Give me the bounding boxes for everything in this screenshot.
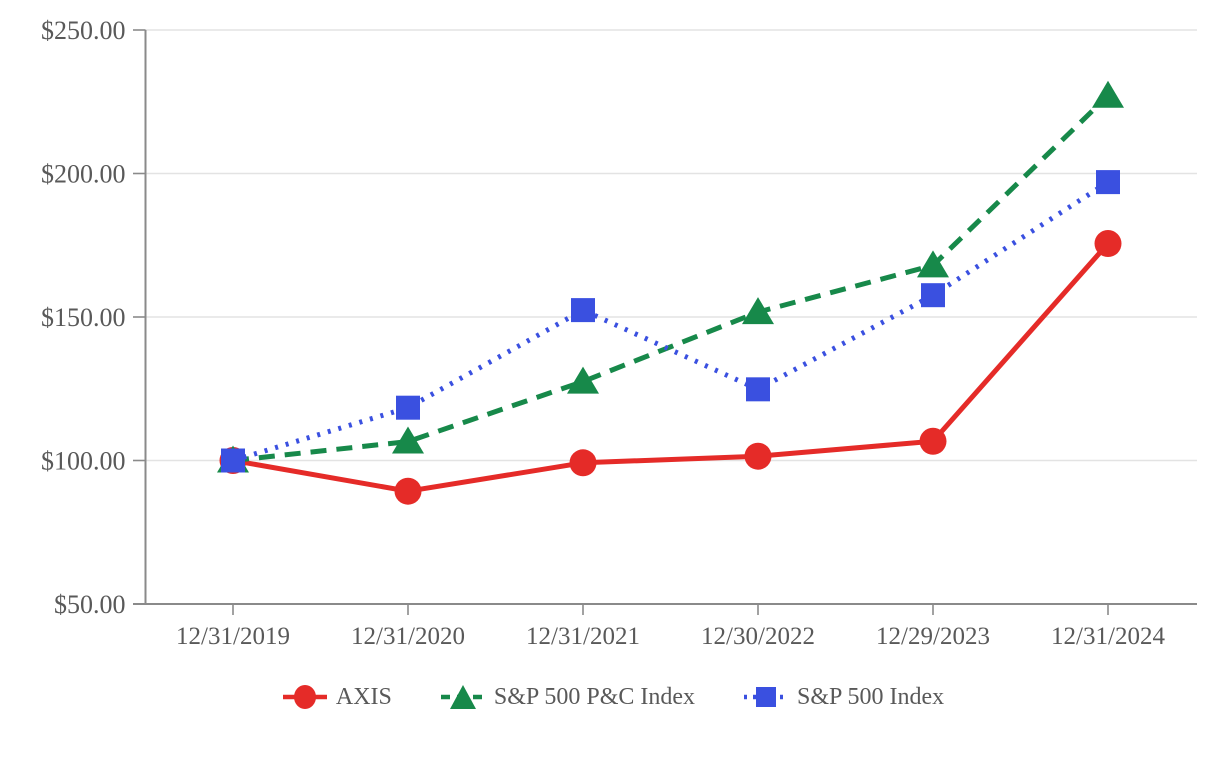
x-axis-label: 12/31/2019 bbox=[176, 623, 290, 650]
s-p-500-p-c-index-data-point bbox=[392, 426, 424, 454]
s-p-500-index-data-point bbox=[1096, 170, 1120, 195]
x-axis-label: 12/31/2020 bbox=[351, 623, 465, 650]
s-p-500-p-c-index-data-point bbox=[917, 250, 949, 278]
sp500-pc-series-marker-icon bbox=[440, 685, 485, 709]
y-axis-label: $150.00 bbox=[41, 303, 126, 332]
legend-item-sp500-index: S&P 500 Index bbox=[743, 682, 944, 712]
axis-data-point bbox=[569, 449, 597, 477]
legend-label-sp500-index: S&P 500 Index bbox=[797, 683, 945, 710]
s-p-500-index-data-point bbox=[921, 283, 945, 308]
s-p-500-p-c-index-series-line bbox=[232, 93, 1110, 463]
legend-label-axis: AXIS bbox=[335, 683, 392, 710]
axis-data-point bbox=[394, 477, 422, 505]
axis-data-point bbox=[1094, 230, 1122, 258]
axis-series-line bbox=[232, 241, 1110, 494]
y-axis-label: $200.00 bbox=[41, 160, 126, 189]
axis-data-point bbox=[744, 442, 772, 470]
s-p-500-index-data-point bbox=[571, 298, 595, 323]
legend-shape-sample bbox=[449, 685, 476, 709]
legend-item-sp500-pc-index: S&P 500 P&C Index bbox=[440, 682, 695, 712]
x-axis-label: 12/31/2024 bbox=[1051, 623, 1165, 650]
legend-item-axis: AXIS bbox=[282, 682, 392, 712]
axis-series-marker-icon bbox=[282, 685, 327, 709]
legend-shape-sample bbox=[293, 685, 316, 709]
y-axis-label: $250.00 bbox=[41, 16, 126, 45]
chart-legend: AXIS S&P 500 P&C Index S&P 500 Index bbox=[0, 682, 1226, 712]
line-chart-canvas: $250.00 $200.00 $150.00 $100.00 $50.00 12/31/… bbox=[41, 16, 1197, 650]
s-p-500-p-c-index-data-point bbox=[742, 297, 774, 325]
s-p-500-p-c-index-data-point bbox=[1092, 80, 1124, 108]
x-axis-label: 12/31/2021 bbox=[526, 623, 640, 650]
y-axis-label: $50.00 bbox=[54, 590, 126, 619]
s-p-500-index-data-point bbox=[746, 377, 770, 402]
legend-shape-sample bbox=[756, 687, 777, 707]
s-p-500-index-data-point bbox=[396, 395, 420, 420]
x-axis-label: 12/29/2023 bbox=[876, 623, 990, 650]
y-axis-label: $100.00 bbox=[41, 447, 126, 476]
sp500-series-marker-icon bbox=[744, 687, 789, 707]
s-p-500-p-c-index-data-point bbox=[567, 366, 599, 394]
axis-data-point bbox=[919, 427, 947, 455]
legend-label-sp500-pc-index: S&P 500 P&C Index bbox=[493, 683, 696, 710]
x-axis-label: 12/30/2022 bbox=[701, 623, 815, 650]
s-p-500-index-data-point bbox=[221, 448, 245, 473]
